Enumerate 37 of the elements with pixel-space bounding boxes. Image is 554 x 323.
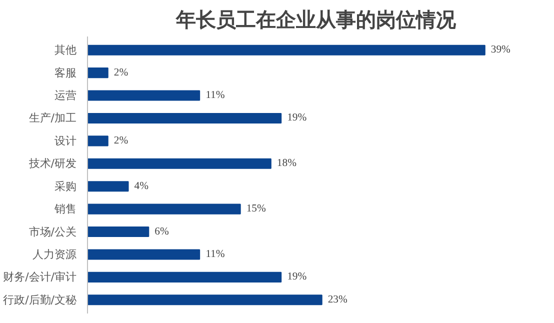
y-tick-label: 销售	[54, 202, 76, 216]
data-label: 18%	[276, 158, 297, 170]
data-label: 6%	[154, 226, 169, 238]
data-label: 23%	[328, 294, 348, 306]
bar	[88, 68, 108, 78]
data-label: 2%	[114, 135, 128, 146]
y-tick-label: 设计	[54, 134, 76, 148]
data-label: 4%	[134, 180, 149, 192]
bar	[88, 44, 486, 56]
bar	[88, 136, 108, 146]
data-label: 39%	[490, 44, 511, 56]
y-tick-label: 市场/公关	[28, 225, 77, 238]
bar	[88, 158, 272, 169]
bar	[88, 226, 150, 238]
data-label: 11%	[206, 90, 225, 102]
bar	[88, 294, 322, 306]
y-tick-label: 行政/后勤/文秘	[3, 293, 77, 306]
bar	[88, 272, 282, 282]
y-tick-label: 客服	[54, 66, 76, 80]
data-label: 19%	[287, 272, 307, 283]
data-label: 15%	[246, 204, 266, 215]
y-tick-label: 财务/会计/审计	[3, 270, 77, 284]
data-label: 2%	[114, 67, 128, 78]
bar	[88, 181, 129, 192]
bar	[88, 249, 200, 260]
chart-title: 年长员工在企业从事的岗位情况	[175, 8, 457, 32]
y-tick-label: 技术/研发	[28, 157, 77, 170]
y-tick-label: 采购	[54, 180, 76, 193]
bar	[88, 90, 200, 101]
data-label: 19%	[287, 112, 307, 124]
y-tick-label: 运营	[54, 89, 76, 102]
y-tick-label: 生产/加工	[28, 112, 77, 125]
y-tick-label: 其他	[54, 44, 76, 57]
data-label: 11%	[206, 248, 225, 260]
y-tick-label: 人力资源	[32, 248, 76, 261]
bar	[88, 112, 282, 124]
bar	[88, 204, 241, 214]
